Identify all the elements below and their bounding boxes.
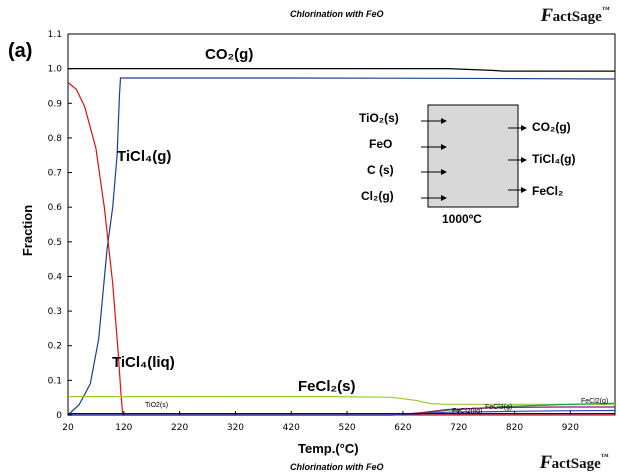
- annotation-ticl4-g: TiCl₄(g): [117, 148, 172, 165]
- logo-tm-bottom: ™: [600, 452, 609, 461]
- footer-title: Chlorination with FeO: [290, 462, 384, 472]
- annotation-ticl4-liq: TiCl₄(liq): [112, 354, 175, 371]
- panel-label: (a): [8, 40, 33, 62]
- x-tick-label: 820: [506, 423, 523, 433]
- series-line-fecl2-s: [68, 396, 615, 405]
- y-tick-label: 0.3: [48, 307, 62, 317]
- chart-title: Chlorination with FeO: [290, 9, 384, 19]
- input-cl2: Cl₂(g): [361, 189, 394, 203]
- series-line-ticl4-g: [67, 77, 616, 416]
- y-tick-label: 0.5: [48, 238, 62, 248]
- x-tick-label: 120: [115, 423, 132, 433]
- x-tick-label: 620: [394, 423, 411, 433]
- y-tick-label: 0.2: [48, 342, 62, 352]
- x-tick-label: 220: [171, 423, 188, 433]
- series-layer: [67, 67, 616, 416]
- logo-text-bottom: actSage: [551, 456, 601, 472]
- logo-tm: ™: [601, 5, 610, 14]
- y-tick-label: 0.1: [48, 376, 62, 386]
- ticks-layer: 20 120 220 320 420 520 620 720 820 920 0 0.1 0.2 0.3 0…: [48, 30, 580, 433]
- y-tick-label: 1.0: [48, 65, 63, 75]
- output-ticl4: TiCl₄(g): [532, 152, 576, 166]
- output-fecl2: FeCl₂: [532, 184, 564, 198]
- input-arrow-1-head: [441, 144, 447, 150]
- output-arrow-0-head: [521, 125, 527, 131]
- series-line-ticl4-liq: [67, 82, 615, 416]
- input-arrow-3-head: [441, 195, 447, 201]
- factsage-logo-bottom: FactSage™: [539, 452, 609, 474]
- annotation-tio2-s: TiO2(s): [145, 402, 169, 409]
- input-arrow-0-head: [441, 118, 447, 124]
- x-tick-label: 720: [450, 423, 467, 433]
- annotation-fecl2-liq: FeCl2(liq): [452, 408, 483, 415]
- x-tick-label: 320: [227, 423, 244, 433]
- input-tio2: TiO₂(s): [359, 111, 399, 125]
- input-arrow-2-head: [441, 169, 447, 175]
- y-tick-label: 0.4: [48, 272, 63, 282]
- factsage-logo-top: FactSage™: [540, 5, 610, 27]
- y-tick-label: 0.9: [48, 99, 63, 109]
- y-axis-label: Fraction: [20, 204, 36, 257]
- y-tick-label: 0.6: [48, 203, 63, 213]
- input-feo: FeO: [369, 137, 393, 151]
- annotation-fecl3-g: FeCl3(g): [485, 404, 513, 411]
- y-tick-label: 0: [56, 411, 62, 421]
- annotation-fecl2-g: FeCl2(g): [581, 398, 609, 405]
- x-tick-label: 920: [562, 423, 579, 433]
- logo-text: actSage: [552, 9, 602, 25]
- output-co2: CO₂(g): [532, 120, 571, 134]
- y-tick-label: 0.7: [48, 169, 62, 179]
- annotation-fecl2-s: FeCl₂(s): [298, 378, 356, 395]
- box-temperature: 1000ºC: [442, 212, 482, 226]
- y-tick-label: 1.1: [48, 30, 62, 40]
- x-axis-label: Temp.(°C): [298, 441, 359, 456]
- series-line-co2-g: [68, 67, 615, 72]
- output-arrow-2-head: [521, 187, 527, 193]
- output-arrow-1-head: [521, 157, 527, 163]
- annotation-co2-g: CO₂(g): [205, 46, 254, 63]
- series-line-fecl2-liq: [68, 409, 616, 416]
- y-tick-label: 0.8: [48, 134, 63, 144]
- x-tick-label: 420: [283, 423, 300, 433]
- reaction-box: [421, 104, 527, 208]
- x-tick-label: 520: [338, 423, 355, 433]
- x-tick-label: 20: [62, 423, 74, 433]
- input-c: C (s): [367, 163, 394, 177]
